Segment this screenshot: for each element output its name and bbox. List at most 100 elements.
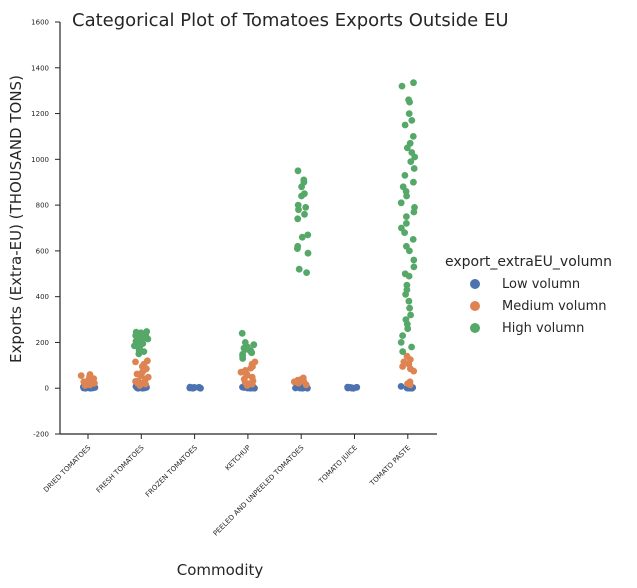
point-high-volumn <box>398 82 406 90</box>
point-high-volumn <box>408 149 416 156</box>
point-medium-volumn <box>242 367 249 374</box>
x-axis-label: Commodity <box>177 561 264 579</box>
x-tick-label: DRIED TOMATOES <box>42 443 93 494</box>
point-high-volumn <box>304 249 312 257</box>
y-tick-label: 1600 <box>31 19 49 27</box>
point-high-volumn <box>302 204 310 211</box>
point-high-volumn <box>303 269 310 276</box>
legend-label: Medium volumn <box>502 299 607 314</box>
point-high-volumn <box>405 110 413 117</box>
point-high-volumn <box>405 297 413 305</box>
point-high-volumn <box>294 167 302 175</box>
point-high-volumn <box>403 213 410 221</box>
legend-label: High volumn <box>502 321 584 336</box>
legend: export_extraEU_volumn Low volumn Medium v… <box>445 254 612 336</box>
y-tick-label: 800 <box>36 202 49 210</box>
point-high-volumn <box>399 348 407 355</box>
point-high-volumn <box>301 190 308 198</box>
point-high-volumn <box>401 121 409 129</box>
x-tick-label: FRESH TOMATOES <box>95 443 146 494</box>
y-tick-label: 0 <box>45 385 49 393</box>
point-high-volumn <box>403 242 410 250</box>
point-high-volumn <box>397 339 405 346</box>
point-low-volumn <box>397 383 405 390</box>
point-high-volumn <box>295 265 303 273</box>
point-high-volumn <box>239 350 247 358</box>
point-high-volumn <box>143 328 151 335</box>
point-medium-volumn <box>406 378 414 386</box>
point-high-volumn <box>407 158 415 166</box>
x-tick-label: KETCHUP <box>224 444 253 473</box>
x-tick-label: PEELED AND UNPEELED TOMATOES <box>212 443 306 537</box>
point-high-volumn <box>409 133 417 140</box>
point-medium-volumn <box>400 358 408 366</box>
point-high-volumn <box>411 204 418 211</box>
point-high-volumn <box>406 139 414 147</box>
legend-marker <box>470 323 480 333</box>
point-high-volumn <box>410 165 418 172</box>
point-high-volumn <box>407 311 414 319</box>
point-medium-volumn <box>134 379 142 387</box>
point-high-volumn <box>408 117 416 124</box>
point-high-volumn <box>410 263 418 271</box>
point-high-volumn <box>408 343 415 351</box>
point-high-volumn <box>402 316 410 323</box>
point-high-volumn <box>132 332 140 339</box>
x-tick-label: TOMATO JUICE <box>317 444 359 486</box>
point-high-volumn <box>294 215 302 223</box>
point-high-volumn <box>300 176 308 184</box>
point-high-volumn <box>410 256 418 264</box>
point-medium-volumn <box>144 373 152 381</box>
point-high-volumn <box>304 231 312 239</box>
point-high-volumn <box>298 233 306 241</box>
chart-title: Categorical Plot of Tomatoes Exports Out… <box>72 10 509 31</box>
point-high-volumn <box>401 172 409 179</box>
point-medium-volumn <box>251 358 259 366</box>
y-ticks: -200 0 200 400 600 800 1000 1200 1400 1600 <box>31 19 60 439</box>
point-high-volumn <box>403 220 410 227</box>
point-medium-volumn <box>300 378 308 385</box>
point-high-volumn <box>241 339 249 346</box>
point-high-volumn <box>399 183 407 191</box>
point-high-volumn <box>410 79 417 87</box>
point-medium-volumn <box>248 373 256 381</box>
point-high-volumn <box>294 201 302 209</box>
point-high-volumn <box>294 242 302 250</box>
y-tick-label: 600 <box>36 247 49 255</box>
point-medium-volumn <box>86 381 94 389</box>
y-tick-label: 1200 <box>31 110 49 118</box>
point-high-volumn <box>410 178 417 186</box>
legend-marker <box>470 279 480 289</box>
point-high-volumn <box>409 236 417 243</box>
point-high-volumn <box>135 347 143 354</box>
point-high-volumn <box>399 332 406 339</box>
point-low-volumn <box>191 384 199 391</box>
y-tick-label: 400 <box>36 293 49 301</box>
point-high-volumn <box>397 199 405 207</box>
x-tick-label: TOMATO PASTE <box>368 444 412 488</box>
point-high-volumn <box>301 210 308 218</box>
x-tick-label: FROZEN TOMATOES <box>144 443 199 498</box>
point-high-volumn <box>403 281 411 289</box>
point-medium-volumn <box>144 357 151 365</box>
point-high-volumn <box>238 329 246 337</box>
point-medium-volumn <box>77 372 85 379</box>
y-axis-label: Exports (Extra-EU) (THOUSAND TONS) <box>7 75 25 363</box>
y-tick-label: 200 <box>36 339 49 347</box>
point-medium-volumn <box>132 358 139 366</box>
point-high-volumn <box>401 270 409 278</box>
point-high-volumn <box>398 224 405 232</box>
plot-area <box>77 79 419 392</box>
legend-title: export_extraEU_volumn <box>445 254 612 270</box>
point-high-volumn <box>131 342 138 350</box>
legend-marker <box>470 301 480 311</box>
point-medium-volumn <box>245 380 253 387</box>
point-high-volumn <box>406 304 413 312</box>
point-medium-volumn <box>403 352 411 360</box>
y-tick-label: 1400 <box>31 64 49 72</box>
legend-label: Low volumn <box>502 277 580 292</box>
point-high-volumn <box>405 96 412 104</box>
